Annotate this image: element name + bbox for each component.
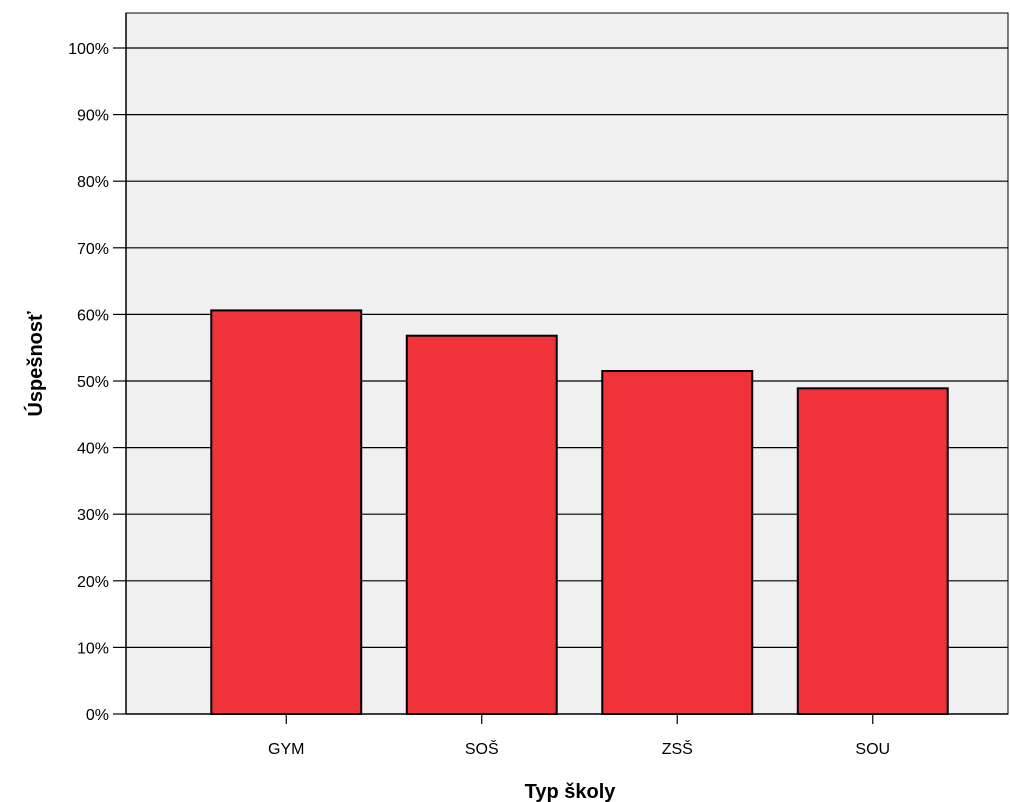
y-axis-ticks: 0% 10% 20% 30% 40% 50% 60% 70% 80% 90% 100% (68, 41, 126, 724)
x-axis-ticks: GYM SOŠ ZSŠ SOU (268, 714, 890, 758)
y-tick-label: 20% (77, 574, 109, 591)
x-axis-title: Typ školy (525, 781, 617, 802)
x-tick-label: SOU (855, 741, 890, 758)
bar-sou (796, 387, 949, 715)
y-tick-label: 10% (77, 640, 109, 657)
y-tick-label: 0% (86, 707, 109, 724)
x-tick-label: ZSŠ (662, 739, 693, 758)
y-tick-label: 70% (77, 241, 109, 258)
y-tick-label: 30% (77, 507, 109, 524)
y-tick-label: 40% (77, 441, 109, 458)
bar-gym (210, 309, 363, 715)
y-tick-label: 90% (77, 108, 109, 125)
y-tick-label: 100% (68, 41, 109, 58)
y-tick-label: 50% (77, 374, 109, 391)
y-tick-label: 80% (77, 174, 109, 191)
bar-zsš (601, 370, 754, 715)
x-tick-label: SOŠ (465, 739, 499, 758)
y-axis-title: Úspešnosť (23, 311, 47, 417)
bar-soš (405, 334, 558, 715)
y-tick-label: 60% (77, 307, 109, 324)
x-tick-label: GYM (268, 741, 304, 758)
